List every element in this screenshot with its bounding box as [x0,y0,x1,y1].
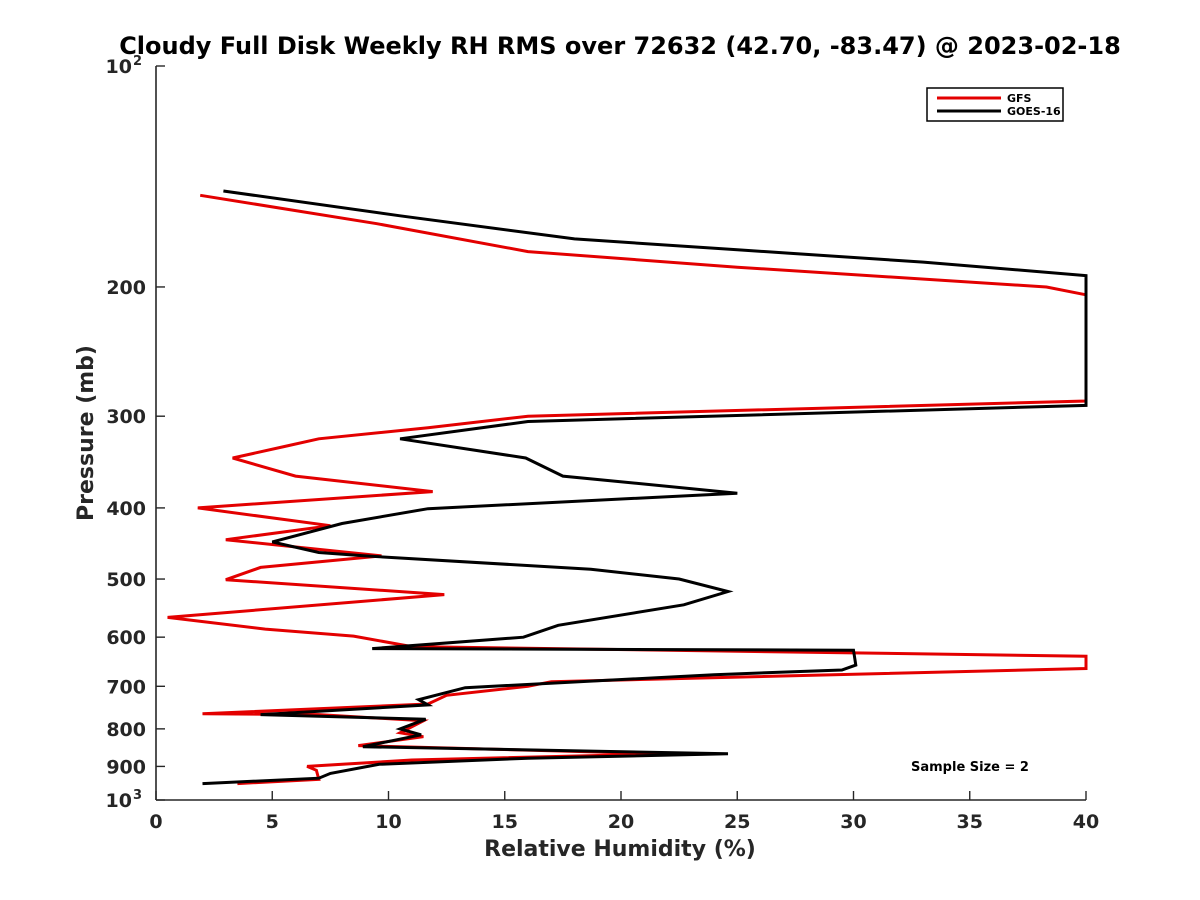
x-tick-label: 35 [957,811,983,833]
chart-title: Cloudy Full Disk Weekly RH RMS over 7263… [119,32,1121,60]
series-layer [167,189,1088,786]
y-tick-label: 10 [106,790,132,812]
y-tick-label: 200 [106,277,146,299]
legend-label-goes16: GOES-16 [1007,105,1061,118]
y-tick-label: 500 [106,569,146,591]
y-tick-label: 700 [106,676,146,698]
legend-box [926,87,1064,122]
series-line-gfs [167,193,1088,786]
x-axis-title: Relative Humidity (%) [484,837,756,862]
annotation-sample-size: Sample Size = 2 [911,760,1029,775]
y-tick-exponent: 2 [133,54,142,69]
y-tick-label: 600 [106,627,146,649]
legend-label-gfs: GFS [1007,92,1032,105]
y-axis-title: Pressure (mb) [74,345,99,521]
y-tick-label: 10 [106,56,132,78]
x-tick-label: 0 [149,811,162,833]
series-line-goes16 [202,189,1088,786]
x-tick-label: 40 [1073,811,1099,833]
y-tick-label: 400 [106,498,146,520]
legend: GFS GOES-16 [926,87,1064,122]
y-tick-label: 900 [106,756,146,778]
x-tick-label: 5 [266,811,279,833]
x-tick-label: 10 [375,811,401,833]
x-tick-label: 30 [840,811,866,833]
x-tick-label: 20 [608,811,634,833]
y-tick-exponent: 3 [133,788,142,803]
y-tick-label: 300 [106,406,146,428]
y-tick-label: 800 [106,719,146,741]
x-tick-label: 25 [724,811,750,833]
x-tick-label: 15 [492,811,518,833]
